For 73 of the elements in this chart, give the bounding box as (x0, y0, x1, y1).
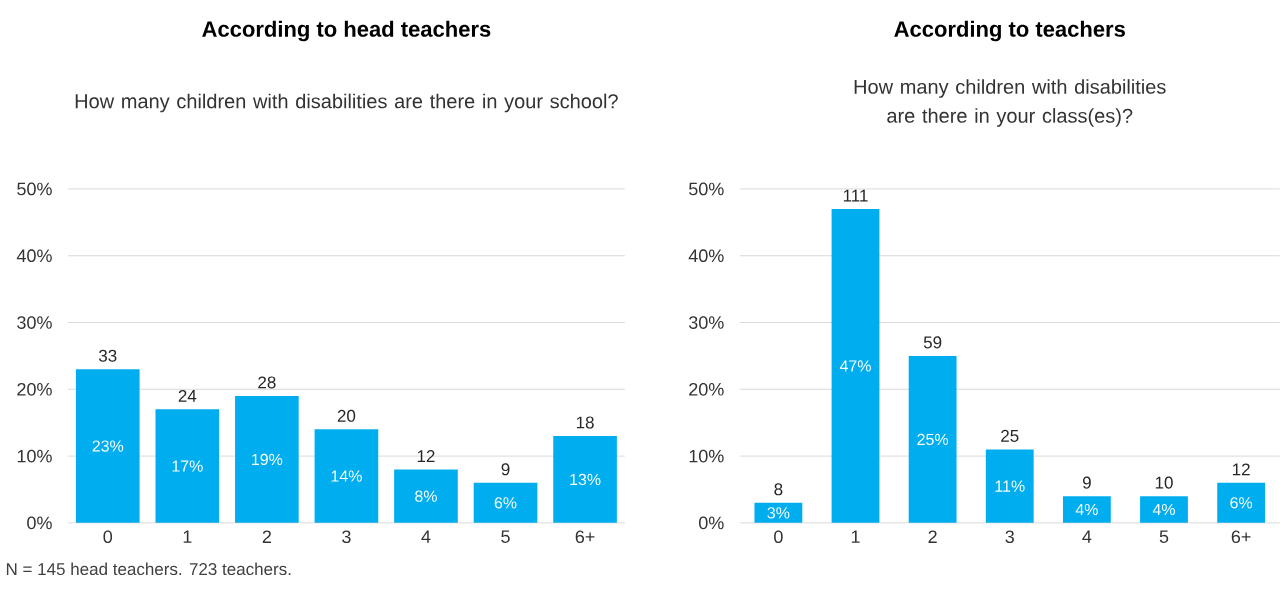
y-tick-label: 0% (699, 516, 724, 530)
data-label: 23% (92, 440, 124, 452)
x-tick-label: 0 (103, 530, 113, 544)
x-tick-label: 1 (851, 530, 860, 543)
x-tick-label: 6+ (575, 530, 595, 544)
x-tick-label: 5 (501, 530, 510, 544)
chart-subtitle: How many children with disabilities are there in your class(es)? (854, 79, 1166, 127)
data-label: 8% (415, 490, 437, 502)
data-label: 4% (1075, 503, 1098, 516)
data-label: 6% (1230, 497, 1253, 509)
annotation: 9 (501, 463, 510, 476)
y-tick-label: 40% (16, 249, 52, 263)
y-tick-label: 10% (17, 449, 52, 463)
data-label: 4% (1152, 503, 1175, 516)
bar (235, 396, 299, 523)
chart-subtitle: How many children with disabilities are there in your school? (75, 93, 618, 113)
x-tick-label: 1 (183, 530, 192, 543)
annotation: 25 (1001, 429, 1019, 442)
data-label: 14% (331, 470, 362, 482)
annotation: 18 (576, 416, 594, 429)
data-label: 11% (995, 480, 1025, 492)
y-tick-label: 50% (17, 182, 52, 196)
annotation: 20 (337, 409, 356, 422)
annotation: 59 (923, 336, 942, 349)
x-tick-label: 2 (262, 530, 271, 544)
bar (1217, 482, 1266, 523)
data-label: 25% (917, 433, 949, 446)
y-tick-label: 40% (688, 249, 724, 263)
annotation: 10 (1155, 476, 1173, 489)
annotation: 8 (774, 483, 783, 496)
bar (985, 449, 1034, 523)
data-label: 17% (172, 460, 203, 472)
text: N = 145 head teachers. 723 teachers. (6, 562, 291, 576)
x-tick-label: 5 (1159, 530, 1169, 544)
bar (553, 436, 617, 523)
x-tick-label: 6+ (1231, 530, 1251, 544)
y-tick-label: 30% (688, 316, 724, 329)
bar (831, 209, 880, 523)
annotation: 33 (98, 349, 117, 362)
x-tick-label: 2 (928, 530, 937, 544)
y-tick-label: 50% (689, 182, 724, 196)
chart-title: According to head teachers (202, 20, 491, 42)
data-label: 3% (767, 507, 790, 519)
bar (394, 469, 458, 523)
bar (473, 482, 538, 523)
y-tick-label: 20% (17, 383, 52, 396)
y-tick-label: 30% (17, 316, 52, 329)
annotation: 12 (1232, 463, 1250, 476)
chart-title: According to teachers (894, 20, 1125, 42)
data-label: 19% (252, 453, 283, 466)
data-label: 47% (839, 360, 871, 372)
annotation: 24 (178, 390, 197, 402)
x-tick-label: 4 (1082, 530, 1092, 543)
bar (1062, 496, 1111, 523)
bar (754, 502, 803, 523)
annotation: 28 (258, 376, 276, 389)
bar (75, 369, 140, 523)
annotation: 12 (417, 450, 435, 462)
x-tick-label: 3 (342, 530, 351, 544)
annotation: 111 (843, 189, 868, 202)
x-tick-label: 3 (1005, 530, 1014, 544)
y-tick-label: 20% (689, 383, 724, 396)
x-tick-label: 4 (421, 530, 431, 543)
y-tick-label: 10% (689, 449, 724, 463)
bar (1140, 496, 1188, 523)
annotation: 9 (1082, 476, 1091, 489)
bar (155, 409, 220, 523)
data-label: 13% (570, 473, 601, 486)
y-tick-label: 0% (27, 516, 52, 530)
bar (908, 355, 957, 523)
x-tick-label: 0 (774, 530, 783, 544)
bar (314, 429, 379, 523)
data-label: 6% (494, 497, 517, 509)
